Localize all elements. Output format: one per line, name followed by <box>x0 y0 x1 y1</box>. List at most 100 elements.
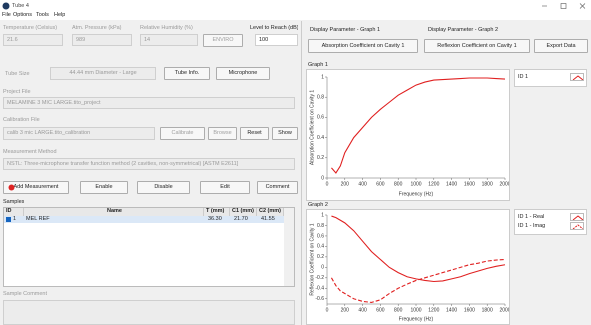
cell: 21.70 <box>234 216 248 222</box>
menu-item[interactable]: Options <box>13 12 32 18</box>
x-tick-label: 1200 <box>428 307 439 313</box>
disable-button[interactable]: Disable <box>137 181 190 194</box>
show-button[interactable]: Show <box>272 127 298 140</box>
graph2-dropdown[interactable]: Reflexion Coefficient on Cavity 1 <box>424 39 530 53</box>
label: Level to Reach (dB) <box>250 25 298 31</box>
cell: 41.55 <box>261 216 275 222</box>
label: Atm. Pressure (kPa) <box>72 25 122 31</box>
window-controls[interactable] <box>540 2 590 10</box>
y-tick-label: 1 <box>321 74 324 80</box>
legend-label: ID 1 <box>518 74 529 80</box>
x-tick-label: 1600 <box>464 181 475 187</box>
menu-item[interactable]: Tools <box>36 12 49 18</box>
series-line <box>331 77 506 174</box>
x-tick-label: 200 <box>341 307 350 313</box>
label: Display Parameter - Graph 1 <box>310 27 380 33</box>
graph-label: Graph 2 <box>308 202 328 208</box>
label: Calibration File <box>3 117 40 123</box>
legend: ID 1 <box>514 69 587 87</box>
cell: 1 <box>13 216 17 222</box>
y-tick-label: -0.6 <box>315 296 324 302</box>
x-tick-label: 400 <box>358 181 367 187</box>
series-line <box>330 258 506 303</box>
record-icon <box>8 184 15 191</box>
browse-button[interactable]: Browse <box>208 127 237 140</box>
samples-table: ID Name T (mm) C1 (mm) C2 (mm) 1 MEL REF… <box>3 207 295 287</box>
graph1-dropdown[interactable]: Absorption Coefficient on Cavity 1 <box>308 39 418 53</box>
x-tick-label: 600 <box>376 181 385 187</box>
app-icon <box>2 2 10 10</box>
calibrate-button[interactable]: Calibrate <box>160 127 205 140</box>
level-input[interactable]: 100 <box>255 34 298 46</box>
legend-swatch <box>572 224 583 229</box>
y-tick-label: 0.2 <box>317 155 324 161</box>
y-tick-label: 0.8 <box>317 95 324 101</box>
y-axis-title: Reflexion Coefficient on Cavity 1 <box>309 223 315 295</box>
column-header: C1 (mm) <box>230 208 257 216</box>
export-button[interactable]: Export Data <box>534 39 588 53</box>
x-tick-label: 2000 <box>499 307 510 313</box>
graph-label: Graph 1 <box>308 62 328 68</box>
graph: 0 200 400 600 800 1000 1200 1400 1600 1800 2000 -0.… <box>306 209 510 325</box>
label: Relative Humidity (%) <box>140 25 193 31</box>
x-tick-label: 1600 <box>464 307 475 313</box>
x-tick-label: 1800 <box>482 307 493 313</box>
x-tick-label: 0 <box>326 307 329 313</box>
microphone-button[interactable]: Microphone <box>216 67 270 80</box>
series-line <box>331 215 506 283</box>
y-tick-label: 1 <box>321 212 324 218</box>
legend-icon <box>570 222 584 230</box>
menu-item[interactable]: File <box>2 12 11 18</box>
y-axis-title: Absorption Coefficient on Cavity 1 <box>309 90 315 165</box>
x-tick-label: 800 <box>394 181 403 187</box>
label: Sample Comment <box>3 291 48 297</box>
x-tick-label: 400 <box>358 307 367 313</box>
y-tick-label: 0 <box>321 175 324 181</box>
reset-button[interactable]: Reset <box>240 127 269 140</box>
legend-icon <box>570 213 584 221</box>
comment-box[interactable] <box>3 300 295 325</box>
divider <box>301 21 302 325</box>
x-axis-title: Frequency (Hz) <box>399 316 434 322</box>
y-tick-label: -0.2 <box>315 275 324 281</box>
cell: 36.30 <box>208 216 222 222</box>
label: Measurement Method <box>3 149 57 155</box>
column-header: C2 (mm) <box>257 208 284 216</box>
x-axis-title: Frequency (Hz) <box>399 191 434 197</box>
scrollbar[interactable] <box>284 208 294 286</box>
temperature-input[interactable]: 21.6 <box>3 34 63 46</box>
edit-button[interactable]: Edit <box>200 181 250 194</box>
x-tick-label: 1000 <box>410 181 421 187</box>
x-tick-label: 600 <box>376 307 385 313</box>
add-measurement-button[interactable]: Add Measurement <box>3 181 69 194</box>
tube-dropdown[interactable]: 44.44 mm Diameter - Large <box>50 67 156 80</box>
pressure-input[interactable]: 989 <box>72 34 132 46</box>
tube-info-button[interactable]: Tube Info. <box>164 67 210 80</box>
x-tick-label: 1000 <box>410 307 421 313</box>
label: Temperature (Celsius) <box>3 25 58 31</box>
project-field: MELAMINE 3 MIC LARGE.tito_project <box>3 97 295 109</box>
comment-button[interactable]: Comment <box>257 181 298 194</box>
y-tick-label: 0.6 <box>317 233 324 239</box>
legend: ID 1 - Real ID 1 - Imag <box>514 209 587 235</box>
enable-button[interactable]: Enable <box>80 181 128 194</box>
label: Samples <box>3 199 25 205</box>
enviro-button[interactable]: ENVIRO <box>203 34 243 47</box>
x-tick-label: 2000 <box>499 181 510 187</box>
label: Project File <box>3 89 31 95</box>
table-row[interactable]: 1 MEL REF 36.30 21.70 41.55 <box>4 216 284 223</box>
humidity-input[interactable]: 14 <box>140 34 198 46</box>
legend-item: ID 1 - Imag <box>518 222 586 230</box>
y-tick-label: 0 <box>321 265 324 271</box>
checkbox[interactable] <box>6 217 11 222</box>
column-header: Name <box>24 208 204 216</box>
y-tick-label: 0.2 <box>317 254 324 260</box>
window-title: Tube 4 <box>12 3 29 9</box>
y-tick-label: 0.4 <box>317 135 324 141</box>
x-tick-label: 1400 <box>446 181 457 187</box>
x-tick-label: 1800 <box>482 181 493 187</box>
y-tick-label: 0.6 <box>317 115 324 121</box>
menu-item[interactable]: Help <box>54 12 66 18</box>
y-tick-label: -0.4 <box>315 286 324 292</box>
